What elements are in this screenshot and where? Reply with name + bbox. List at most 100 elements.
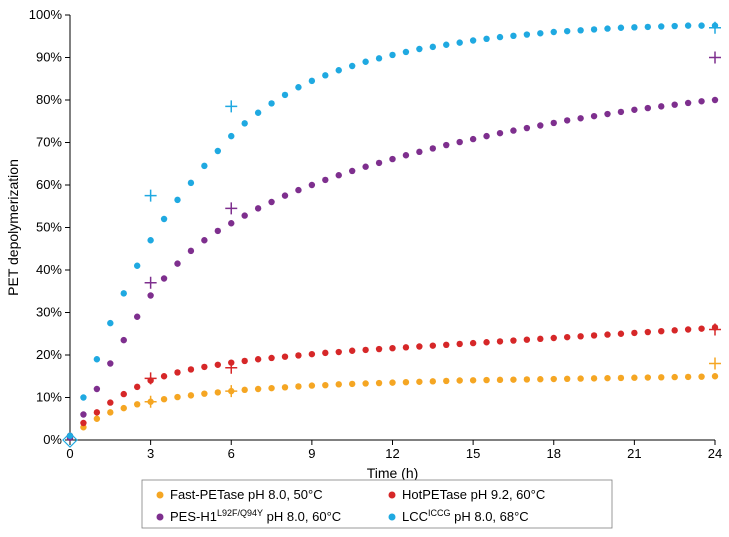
series-dot-pes_h1 xyxy=(591,113,597,119)
series-dot-pes_h1 xyxy=(362,164,368,170)
series-dot-fast_petase xyxy=(430,378,436,384)
series-dot-lcc_iccg xyxy=(107,320,113,326)
series-dot-pes_h1 xyxy=(134,314,140,320)
series-dot-pes_h1 xyxy=(564,117,570,123)
series-dot-pes_h1 xyxy=(577,115,583,121)
y-tick-label: 10% xyxy=(36,390,62,405)
y-tick-label: 0% xyxy=(43,432,62,447)
series-dot-lcc_iccg xyxy=(215,148,221,154)
y-tick-label: 50% xyxy=(36,220,62,235)
legend-marker-fast_petase xyxy=(157,492,164,499)
series-dot-pes_h1 xyxy=(470,136,476,142)
series-dot-fast_petase xyxy=(389,379,395,385)
series-dot-pes_h1 xyxy=(483,133,489,139)
series-dot-lcc_iccg xyxy=(430,44,436,50)
series-dot-lcc_iccg xyxy=(510,33,516,39)
series-dot-hot_petase xyxy=(107,399,113,405)
series-dot-hot_petase xyxy=(510,337,516,343)
series-dot-pes_h1 xyxy=(389,156,395,162)
series-dot-hot_petase xyxy=(618,331,624,337)
chart-svg: 0%10%20%30%40%50%60%70%80%90%100%0369121… xyxy=(0,0,729,537)
series-dot-pes_h1 xyxy=(524,125,530,131)
series-dot-pes_h1 xyxy=(430,145,436,151)
series-dot-lcc_iccg xyxy=(618,25,624,31)
series-dot-hot_petase xyxy=(631,330,637,336)
series-dot-hot_petase xyxy=(524,337,530,343)
x-tick-label: 0 xyxy=(66,446,73,461)
y-tick-label: 20% xyxy=(36,347,62,362)
x-tick-label: 3 xyxy=(147,446,154,461)
series-dot-lcc_iccg xyxy=(389,52,395,58)
series-dot-pes_h1 xyxy=(618,109,624,115)
series-dot-pes_h1 xyxy=(241,212,247,218)
x-tick-label: 15 xyxy=(466,446,480,461)
series-dot-pes_h1 xyxy=(336,172,342,178)
series-dot-lcc_iccg xyxy=(362,59,368,65)
series-dot-fast_petase xyxy=(201,390,207,396)
series-dot-hot_petase xyxy=(255,356,261,362)
series-dot-fast_petase xyxy=(282,384,288,390)
series-dot-fast_petase xyxy=(631,375,637,381)
series-dot-lcc_iccg xyxy=(403,49,409,55)
series-dot-pes_h1 xyxy=(604,111,610,117)
series-dot-fast_petase xyxy=(537,376,543,382)
series-dot-hot_petase xyxy=(121,391,127,397)
series-dot-lcc_iccg xyxy=(416,46,422,52)
series-dot-hot_petase xyxy=(403,344,409,350)
series-dot-hot_petase xyxy=(430,342,436,348)
series-dot-fast_petase xyxy=(577,375,583,381)
x-tick-label: 24 xyxy=(708,446,722,461)
series-dot-lcc_iccg xyxy=(685,22,691,28)
series-dot-lcc_iccg xyxy=(645,24,651,30)
series-dot-pes_h1 xyxy=(671,101,677,107)
y-axis-label: PET depolymerization xyxy=(5,159,21,296)
legend-label-fast_petase: Fast-PETase pH 8.0, 50°C xyxy=(170,487,323,502)
series-dot-hot_petase xyxy=(443,342,449,348)
series-dot-fast_petase xyxy=(309,382,315,388)
series-dot-fast_petase xyxy=(94,416,100,422)
series-dot-lcc_iccg xyxy=(174,197,180,203)
series-dot-pes_h1 xyxy=(147,292,153,298)
series-dot-hot_petase xyxy=(416,343,422,349)
series-dot-hot_petase xyxy=(389,345,395,351)
series-dot-fast_petase xyxy=(564,376,570,382)
series-dot-pes_h1 xyxy=(309,182,315,188)
series-dot-fast_petase xyxy=(591,375,597,381)
series-dot-fast_petase xyxy=(483,377,489,383)
series-dot-hot_petase xyxy=(564,334,570,340)
series-dot-pes_h1 xyxy=(416,149,422,155)
series-dot-hot_petase xyxy=(161,373,167,379)
y-tick-label: 40% xyxy=(36,262,62,277)
x-tick-label: 21 xyxy=(627,446,641,461)
series-dot-lcc_iccg xyxy=(309,78,315,84)
series-dot-pes_h1 xyxy=(80,411,86,417)
series-dot-fast_petase xyxy=(188,392,194,398)
series-dot-pes_h1 xyxy=(349,168,355,174)
y-tick-label: 100% xyxy=(29,7,63,22)
series-dot-lcc_iccg xyxy=(537,30,543,36)
series-dot-pes_h1 xyxy=(322,177,328,183)
series-dot-hot_petase xyxy=(470,340,476,346)
series-dot-pes_h1 xyxy=(174,260,180,266)
series-dot-fast_petase xyxy=(403,379,409,385)
series-dot-hot_petase xyxy=(376,346,382,352)
series-dot-hot_petase xyxy=(241,358,247,364)
series-dot-pes_h1 xyxy=(712,97,718,103)
series-dot-hot_petase xyxy=(456,341,462,347)
series-dot-hot_petase xyxy=(134,384,140,390)
series-dot-fast_petase xyxy=(618,375,624,381)
series-dot-hot_petase xyxy=(537,336,543,342)
x-tick-label: 18 xyxy=(547,446,561,461)
series-dot-hot_petase xyxy=(671,327,677,333)
series-dot-fast_petase xyxy=(510,376,516,382)
series-dot-fast_petase xyxy=(121,405,127,411)
series-dot-lcc_iccg xyxy=(497,34,503,40)
series-dot-pes_h1 xyxy=(551,120,557,126)
series-dot-lcc_iccg xyxy=(349,63,355,69)
series-dot-hot_petase xyxy=(698,325,704,331)
chart-background xyxy=(0,0,729,537)
series-dot-lcc_iccg xyxy=(376,55,382,61)
series-dot-hot_petase xyxy=(645,329,651,335)
series-dot-pes_h1 xyxy=(121,337,127,343)
series-dot-lcc_iccg xyxy=(551,29,557,35)
